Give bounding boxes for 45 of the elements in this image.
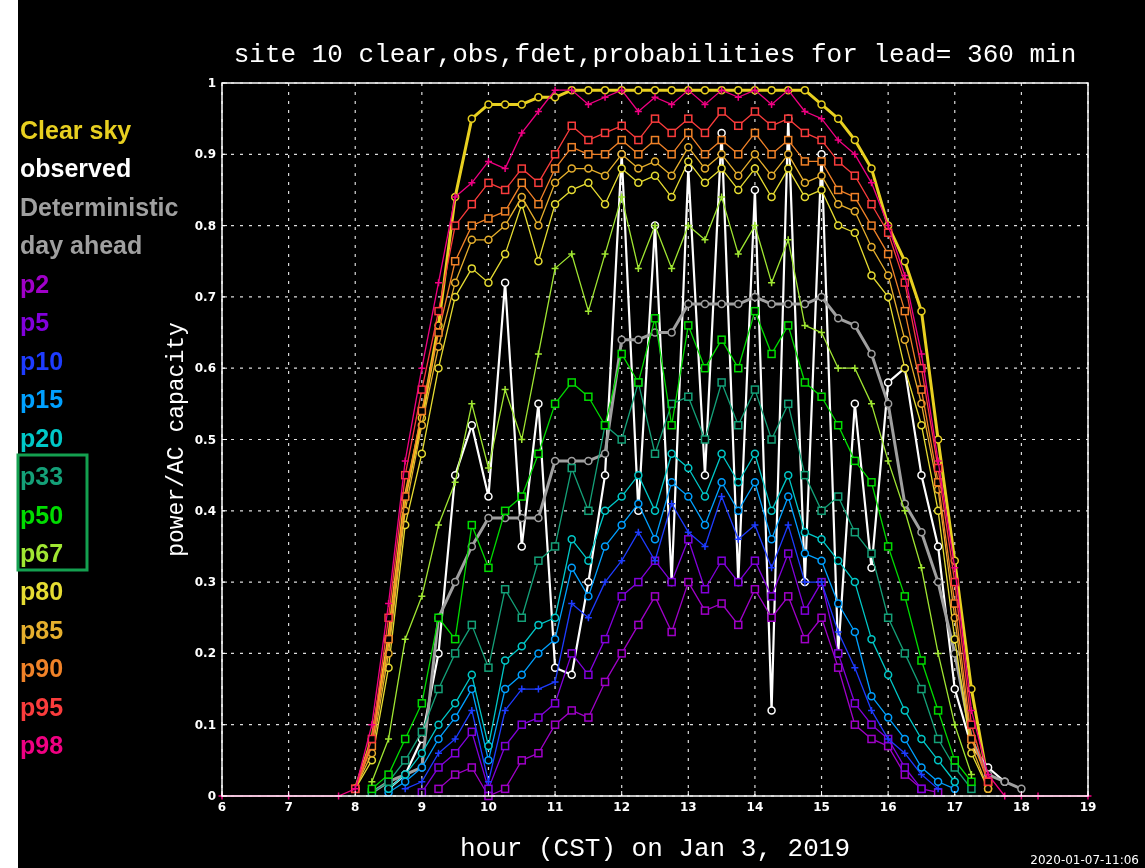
x-tick-label: 18 xyxy=(1013,800,1030,814)
text: p10 xyxy=(20,346,64,375)
text: observed xyxy=(20,154,132,183)
text: p33 xyxy=(20,462,64,491)
x-tick-label: 12 xyxy=(613,800,631,814)
y-tick-label: 0.9 xyxy=(194,147,216,162)
text: p80 xyxy=(20,577,64,606)
y-tick-label: 0 xyxy=(207,789,216,803)
y-tick-label: 0.3 xyxy=(194,575,216,590)
text: p67 xyxy=(20,538,64,567)
text: p15 xyxy=(20,385,64,414)
text: p90 xyxy=(20,654,64,683)
chart-title: site 10 clear,obs,fdet,probabilities for lead= 360 min xyxy=(233,40,1077,70)
y-tick-label: 0.7 xyxy=(194,289,216,304)
text: p95 xyxy=(20,692,64,721)
text: Clear sky xyxy=(20,116,132,144)
x-tick-label: 16 xyxy=(879,800,897,814)
x-tick-label: 11 xyxy=(546,800,564,814)
text: p50 xyxy=(20,500,64,529)
text: 2020-01-07-11:06 xyxy=(1030,853,1139,867)
text: p98 xyxy=(20,731,64,760)
y-axis-title: power/AC capacity xyxy=(164,321,190,557)
x-tick-label: 19 xyxy=(1079,800,1097,814)
x-axis-title: hour (CST) on Jan 3, 2019 xyxy=(459,834,851,864)
x-tick-label: 6 xyxy=(217,800,227,814)
text: p2 xyxy=(20,269,50,298)
x-tick-label: 9 xyxy=(417,800,427,814)
text: p5 xyxy=(20,308,50,337)
text: p85 xyxy=(20,615,64,644)
x-tick-label: 14 xyxy=(746,800,764,814)
x-tick-label: 7 xyxy=(284,800,293,814)
y-tick-label: 0.1 xyxy=(194,717,216,732)
text: Deterministic day ahead xyxy=(20,192,179,260)
y-tick-label: 0.8 xyxy=(194,218,216,233)
x-tick-label: 13 xyxy=(679,800,697,814)
y-tick-label: 0.5 xyxy=(194,432,216,447)
x-tick-label: 17 xyxy=(946,800,964,814)
y-tick-label: 0.2 xyxy=(194,646,216,661)
y-tick-label: 0.4 xyxy=(194,503,216,518)
text: p20 xyxy=(20,423,64,452)
x-tick-label: 8 xyxy=(351,800,360,814)
y-tick-label: 1 xyxy=(207,76,216,90)
y-tick-label: 0.6 xyxy=(194,361,216,376)
x-tick-label: 15 xyxy=(813,800,830,814)
x-tick-label: 10 xyxy=(480,800,497,814)
